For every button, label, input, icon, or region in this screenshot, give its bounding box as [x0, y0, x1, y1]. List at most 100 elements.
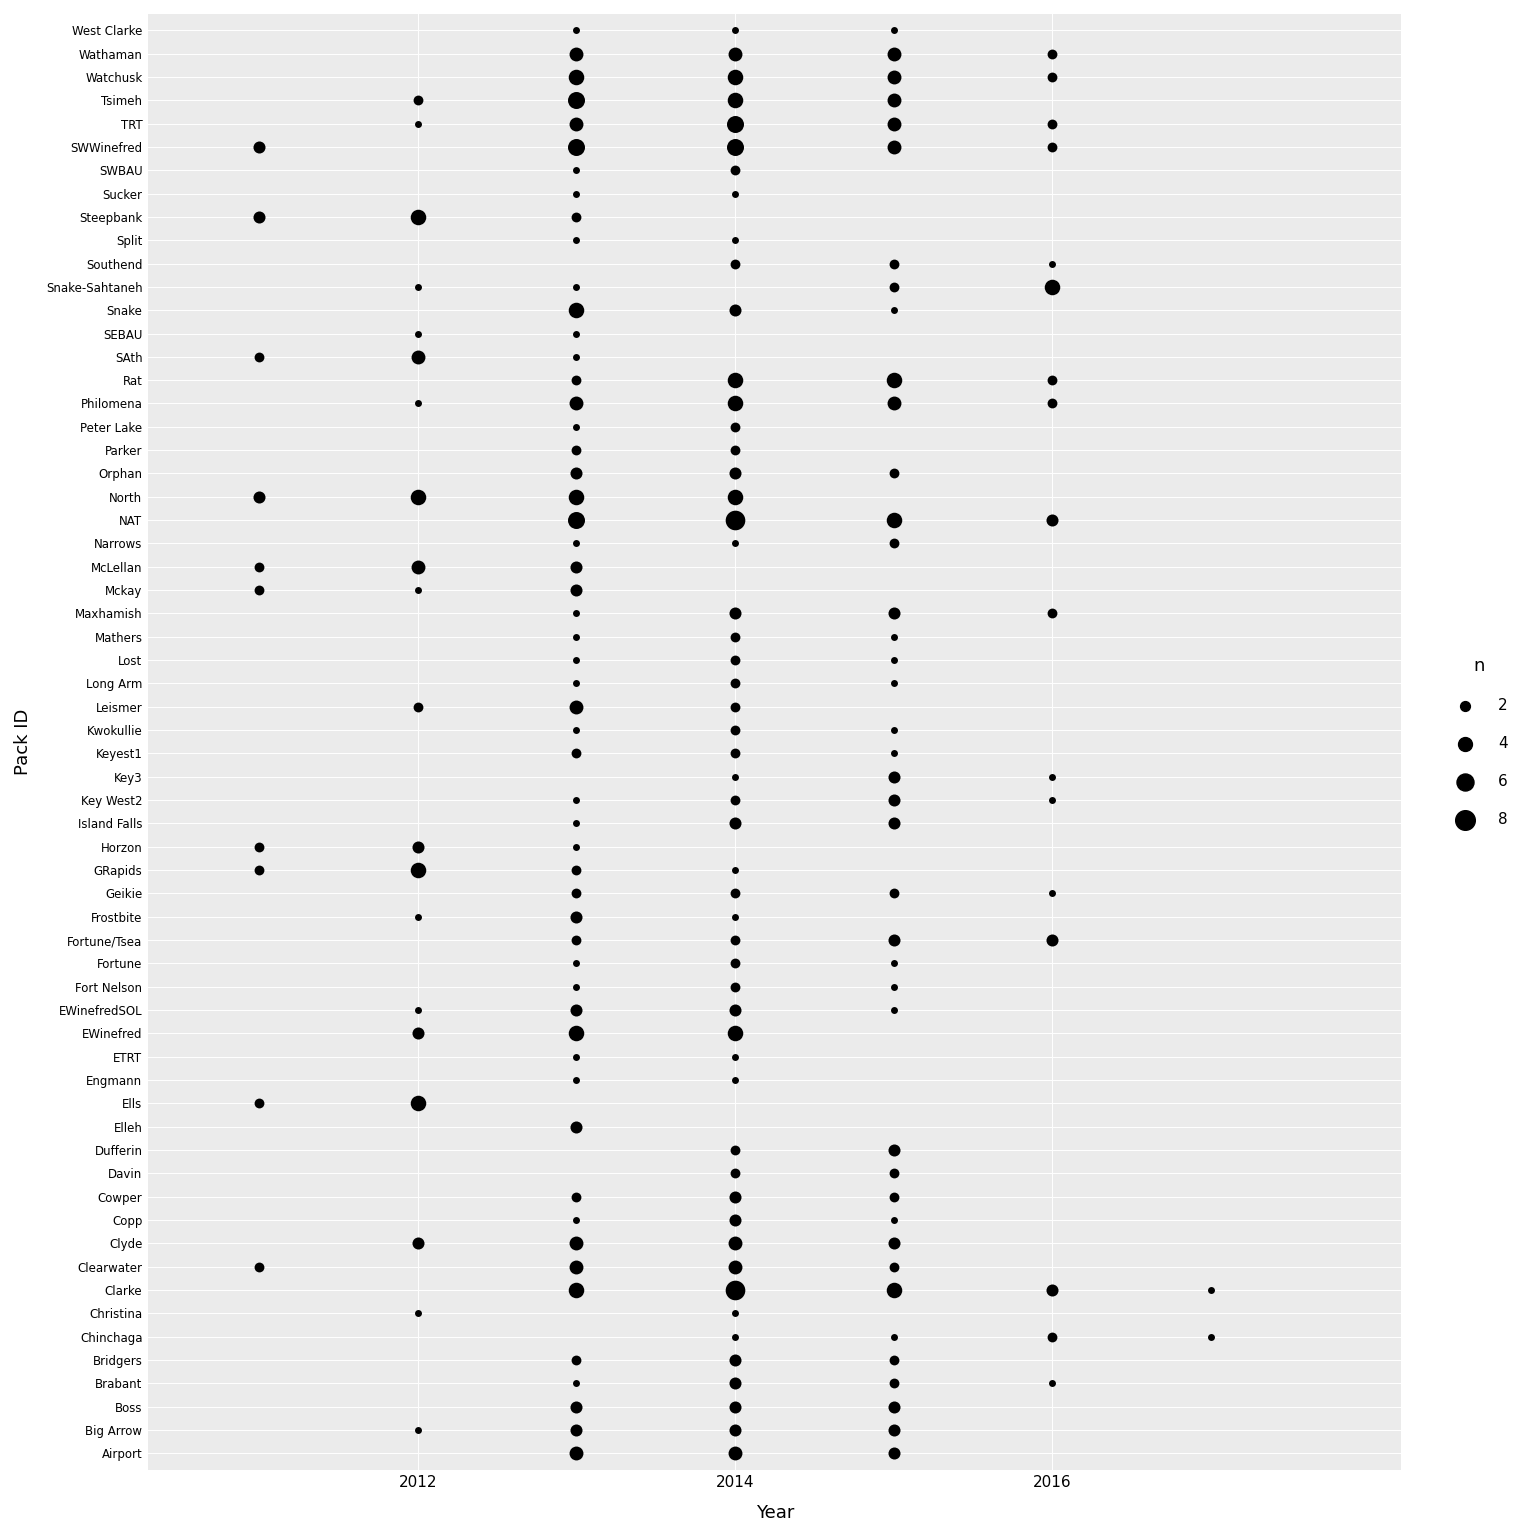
Point	[1040, 1372, 1064, 1396]
Point	[564, 18, 588, 43]
Point	[723, 788, 748, 813]
Point	[1040, 369, 1064, 393]
Point	[723, 41, 748, 66]
Point	[406, 484, 430, 508]
Point	[882, 1255, 906, 1279]
Point	[564, 1044, 588, 1069]
Point	[723, 392, 748, 416]
Point	[564, 578, 588, 602]
Point	[882, 135, 906, 160]
Point	[406, 578, 430, 602]
Point	[1198, 1278, 1223, 1303]
Point	[723, 181, 748, 206]
Point	[564, 625, 588, 650]
Point	[1040, 252, 1064, 276]
Point	[723, 508, 748, 533]
Point	[723, 1418, 748, 1442]
Point	[564, 484, 588, 508]
Point	[723, 227, 748, 252]
Point	[723, 1138, 748, 1163]
Point	[564, 227, 588, 252]
Point	[882, 392, 906, 416]
Point	[564, 369, 588, 393]
Point	[882, 275, 906, 300]
Point	[564, 275, 588, 300]
Point	[564, 1395, 588, 1419]
Point	[723, 857, 748, 882]
Point	[564, 1441, 588, 1465]
Point	[882, 1138, 906, 1163]
Y-axis label: Pack ID: Pack ID	[14, 708, 32, 776]
Point	[564, 1418, 588, 1442]
Point	[564, 1278, 588, 1303]
Point	[564, 531, 588, 556]
Legend: 2, 4, 6, 8: 2, 4, 6, 8	[1435, 642, 1524, 842]
Point	[564, 998, 588, 1023]
Point	[723, 671, 748, 696]
Point	[247, 834, 272, 859]
Point	[723, 484, 748, 508]
Point	[882, 882, 906, 906]
Point	[882, 811, 906, 836]
Point	[723, 1347, 748, 1372]
Point	[564, 811, 588, 836]
Point	[564, 158, 588, 183]
Point	[247, 484, 272, 508]
Point	[882, 788, 906, 813]
Point	[1040, 601, 1064, 625]
Point	[247, 578, 272, 602]
Point	[723, 135, 748, 160]
Point	[723, 1044, 748, 1069]
Point	[723, 928, 748, 952]
Point	[1040, 788, 1064, 813]
Point	[882, 671, 906, 696]
Point	[882, 18, 906, 43]
Point	[723, 415, 748, 439]
Point	[564, 321, 588, 346]
Point	[723, 65, 748, 89]
Point	[406, 694, 430, 719]
Point	[564, 882, 588, 906]
Point	[564, 951, 588, 975]
Point	[564, 1372, 588, 1396]
Point	[723, 369, 748, 393]
Point	[564, 601, 588, 625]
Point	[564, 834, 588, 859]
Point	[723, 905, 748, 929]
X-axis label: Year: Year	[756, 1504, 794, 1522]
Point	[406, 1301, 430, 1326]
Point	[723, 765, 748, 790]
Point	[882, 461, 906, 485]
Point	[723, 1184, 748, 1209]
Point	[406, 857, 430, 882]
Point	[247, 135, 272, 160]
Point	[564, 88, 588, 112]
Point	[882, 1161, 906, 1186]
Point	[882, 928, 906, 952]
Point	[564, 788, 588, 813]
Point	[882, 252, 906, 276]
Point	[882, 88, 906, 112]
Point	[723, 811, 748, 836]
Point	[247, 344, 272, 369]
Point	[564, 1347, 588, 1372]
Point	[1040, 275, 1064, 300]
Point	[882, 974, 906, 998]
Point	[882, 998, 906, 1023]
Point	[882, 1184, 906, 1209]
Point	[1040, 1324, 1064, 1349]
Point	[1040, 111, 1064, 135]
Point	[723, 974, 748, 998]
Point	[564, 905, 588, 929]
Point	[564, 1230, 588, 1255]
Point	[882, 1324, 906, 1349]
Point	[882, 951, 906, 975]
Point	[564, 671, 588, 696]
Point	[723, 1230, 748, 1255]
Point	[564, 461, 588, 485]
Point	[723, 1441, 748, 1465]
Point	[564, 1184, 588, 1209]
Point	[564, 298, 588, 323]
Point	[723, 1324, 748, 1349]
Point	[247, 1091, 272, 1115]
